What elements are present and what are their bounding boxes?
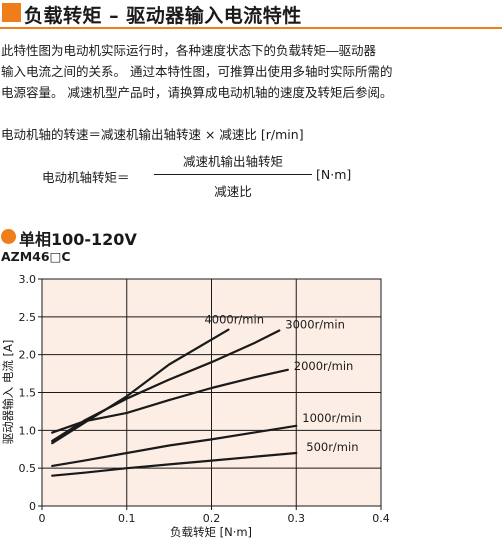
- fraction-bar: [154, 174, 312, 175]
- series-label: 2000r/min: [294, 359, 354, 373]
- series-line-4000r-min: [51, 328, 230, 445]
- x-tick-label: 0.3: [288, 512, 306, 525]
- page-title: 负载转矩 – 驱动器输入电流特性: [24, 5, 302, 27]
- series-line-2000r-min: [51, 368, 289, 434]
- y-tick-label: 0: [29, 500, 36, 513]
- series-label: 500r/min: [306, 440, 358, 454]
- description-line: 电源容量。 减速机型产品时，请换算成电动机轴的速度及转矩后参阅。: [1, 85, 393, 100]
- series-line-500r-min: [51, 451, 298, 477]
- description-line: 此特性图为电动机实际运行时，各种速度状态下的负载转矩―驱动器: [1, 43, 377, 58]
- header: 负载转矩 – 驱动器输入电流特性: [0, 0, 502, 30]
- current-torque-chart: 4000r/min 3000r/min 2000r/min 1000r/min 500r…: [1, 273, 390, 539]
- formula-unit: [N·m]: [316, 167, 352, 182]
- header-accent-square: [2, 3, 21, 22]
- series-label: 3000r/min: [285, 317, 345, 331]
- y-tick-label: 2.0: [19, 349, 37, 362]
- x-tick-label: 0.1: [118, 512, 136, 525]
- formula-torque-lhs: 电动机轴转矩＝: [42, 170, 130, 185]
- series-line-1000r-min: [51, 424, 298, 467]
- x-tick-label: 0.2: [203, 512, 221, 525]
- formula-numerator: 减速机输出轴转矩: [182, 154, 283, 169]
- y-tick-label: 1.5: [19, 387, 37, 400]
- y-tick-label: 0.5: [19, 462, 37, 475]
- series-label: 1000r/min: [302, 411, 362, 425]
- y-tick-label: 2.5: [19, 311, 37, 324]
- x-tick-label: 0: [39, 512, 46, 525]
- y-axis-label: 驱动器输入 电流 [A]: [1, 340, 15, 445]
- bullet-dot-icon: [1, 229, 16, 244]
- formula-denominator: 减速比: [214, 184, 252, 199]
- x-axis-label: 负载转矩 [N·m]: [170, 525, 252, 539]
- header-rule: [0, 27, 502, 29]
- x-tick-label: 0.4: [372, 512, 390, 525]
- section-title: 单相100-120V: [19, 230, 137, 249]
- description: 此特性图为电动机实际运行时，各种速度状态下的负载转矩―驱动器 输入电流之间的关系…: [1, 40, 501, 103]
- y-tick-label: 3.0: [19, 273, 37, 286]
- model-name: AZM46□C: [1, 249, 71, 264]
- series-label: 4000r/min: [204, 313, 264, 327]
- formula-speed: 电动机轴的转速＝减速机输出轴转速 × 减速比 [r/min]: [1, 127, 304, 142]
- y-tick-label: 1.0: [19, 424, 37, 437]
- description-line: 输入电流之间的关系。 通过本特性图，可推算出使用多轴时实际所需的: [1, 64, 393, 79]
